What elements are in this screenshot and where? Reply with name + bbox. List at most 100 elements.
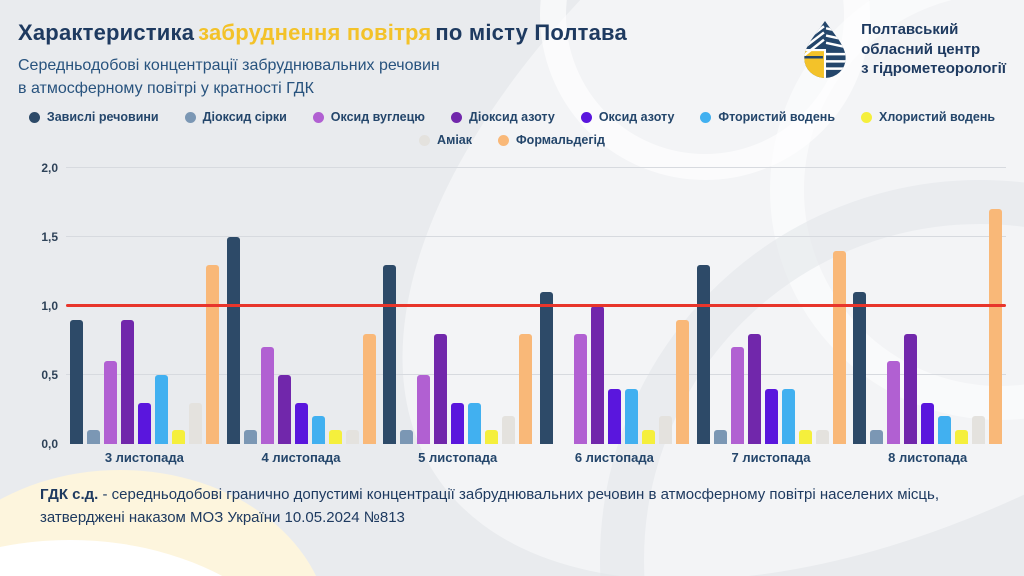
legend-label: Оксид вуглецю	[330, 110, 425, 124]
bar	[781, 388, 795, 444]
bar	[120, 319, 134, 444]
bar	[887, 361, 901, 444]
bar	[764, 388, 778, 444]
bar	[311, 416, 325, 444]
legend-item: Оксид вуглецю	[312, 110, 425, 124]
legend-label: Аміак	[437, 133, 473, 147]
legend-label: Діоксид сірки	[202, 110, 287, 124]
legend-item: Оксид азоту	[580, 110, 675, 124]
bar	[904, 333, 918, 444]
bar	[815, 430, 829, 444]
legend-color-dot	[419, 134, 431, 146]
bar	[696, 264, 710, 444]
title-highlight: забруднення повітря	[198, 20, 432, 45]
bar	[451, 402, 465, 444]
bar	[955, 430, 969, 444]
bar	[400, 430, 414, 444]
background-white-corner	[0, 540, 330, 576]
legend-label: Завислі речовини	[46, 110, 159, 124]
page-subtitle: Середньодобові концентрації забруднюваль…	[18, 54, 627, 100]
bar	[972, 416, 986, 444]
y-axis-tick-label: 0,0	[41, 437, 58, 451]
x-axis-label: 7 листопада	[731, 450, 811, 465]
bar	[747, 333, 761, 444]
bar	[243, 430, 257, 444]
bar	[624, 388, 638, 444]
bar-group-3-листопада	[66, 168, 223, 444]
bar	[294, 402, 308, 444]
water-drop-icon	[799, 20, 851, 79]
legend-color-dot	[700, 111, 712, 123]
logo-line-1: Полтавський	[861, 21, 959, 38]
bar	[658, 416, 672, 444]
bar	[921, 402, 935, 444]
legend-color-dot	[312, 111, 324, 123]
legend-item: Завислі речовини	[28, 110, 159, 124]
y-axis-tick-label: 1,0	[41, 299, 58, 313]
legend-item: Фтористий водень	[700, 110, 835, 124]
bar	[713, 430, 727, 444]
organization-name: Полтавський обласний центр з гідрометеор…	[861, 20, 1006, 79]
bar	[383, 264, 397, 444]
bar	[502, 416, 516, 444]
chart-legend: Завислі речовини Діоксид сірки Оксид вугле…	[0, 110, 1024, 156]
legend-label: Формальдегід	[516, 133, 605, 147]
organization-logo: Полтавський обласний центр з гідрометеор…	[799, 20, 1006, 79]
bar	[345, 430, 359, 444]
bar	[519, 333, 533, 444]
legend-color-dot	[498, 134, 510, 146]
x-axis-label: 3 листопада	[104, 450, 184, 465]
legend-item: Діоксид сірки	[184, 110, 287, 124]
bar	[205, 264, 219, 444]
y-axis-tick-label: 0,5	[41, 368, 58, 382]
gdk-reference-line	[66, 304, 1006, 307]
bar	[171, 430, 185, 444]
x-axis-label: 4 листопада	[261, 450, 341, 465]
legend-color-dot	[450, 111, 462, 123]
bar	[468, 402, 482, 444]
bar-chart: 3 листопада 4 листопада 5 листопада 6 листо…	[28, 161, 1006, 468]
footnote: ГДК с.д. - середньодобові гранично допус…	[40, 484, 992, 529]
legend-item: Формальдегід	[498, 133, 605, 147]
legend-color-dot	[580, 111, 592, 123]
bar	[870, 430, 884, 444]
legend-color-dot	[861, 111, 873, 123]
y-axis-tick-label: 2,0	[41, 161, 58, 175]
legend-row-1: Завислі речовини Діоксид сірки Оксид вугле…	[0, 110, 1024, 124]
footnote-text: - середньодобові гранично допустимі конц…	[40, 486, 940, 526]
bar	[485, 430, 499, 444]
bar	[434, 333, 448, 444]
bar	[188, 402, 202, 444]
bar	[798, 430, 812, 444]
bar	[328, 430, 342, 444]
legend-row-2: Аміак Формальдегід	[0, 133, 1024, 147]
x-axis-label: 8 листопада	[888, 450, 968, 465]
bar	[154, 375, 168, 444]
legend-color-dot	[184, 111, 196, 123]
header: Характеристика забруднення повітря по міст…	[18, 20, 627, 100]
logo-line-3: з гідрометеорології	[861, 60, 1006, 77]
legend-item: Аміак	[419, 133, 472, 147]
legend-item: Хлористий водень	[861, 110, 995, 124]
title-part-1: Характеристика	[18, 20, 195, 45]
x-axis-label: 6 листопада	[574, 450, 654, 465]
legend-color-dot	[28, 111, 40, 123]
bar	[938, 416, 952, 444]
subtitle-line-1: Середньодобові концентрації забруднюваль…	[18, 57, 440, 74]
bar	[853, 292, 867, 444]
title-part-2: по місту Полтава	[435, 20, 627, 45]
bar	[260, 347, 274, 444]
bar	[641, 430, 655, 444]
x-axis-label: 5 листопада	[418, 450, 498, 465]
bar	[539, 292, 553, 444]
legend-label: Оксид азоту	[598, 110, 675, 124]
bar	[607, 388, 621, 444]
bar	[832, 250, 846, 444]
footnote-term: ГДК с.д.	[40, 486, 99, 503]
bar	[137, 402, 151, 444]
bar	[730, 347, 744, 444]
legend-item: Діоксид азоту	[450, 110, 555, 124]
legend-label: Фтористий водень	[718, 110, 836, 124]
bar	[362, 333, 376, 444]
bar	[103, 361, 117, 444]
